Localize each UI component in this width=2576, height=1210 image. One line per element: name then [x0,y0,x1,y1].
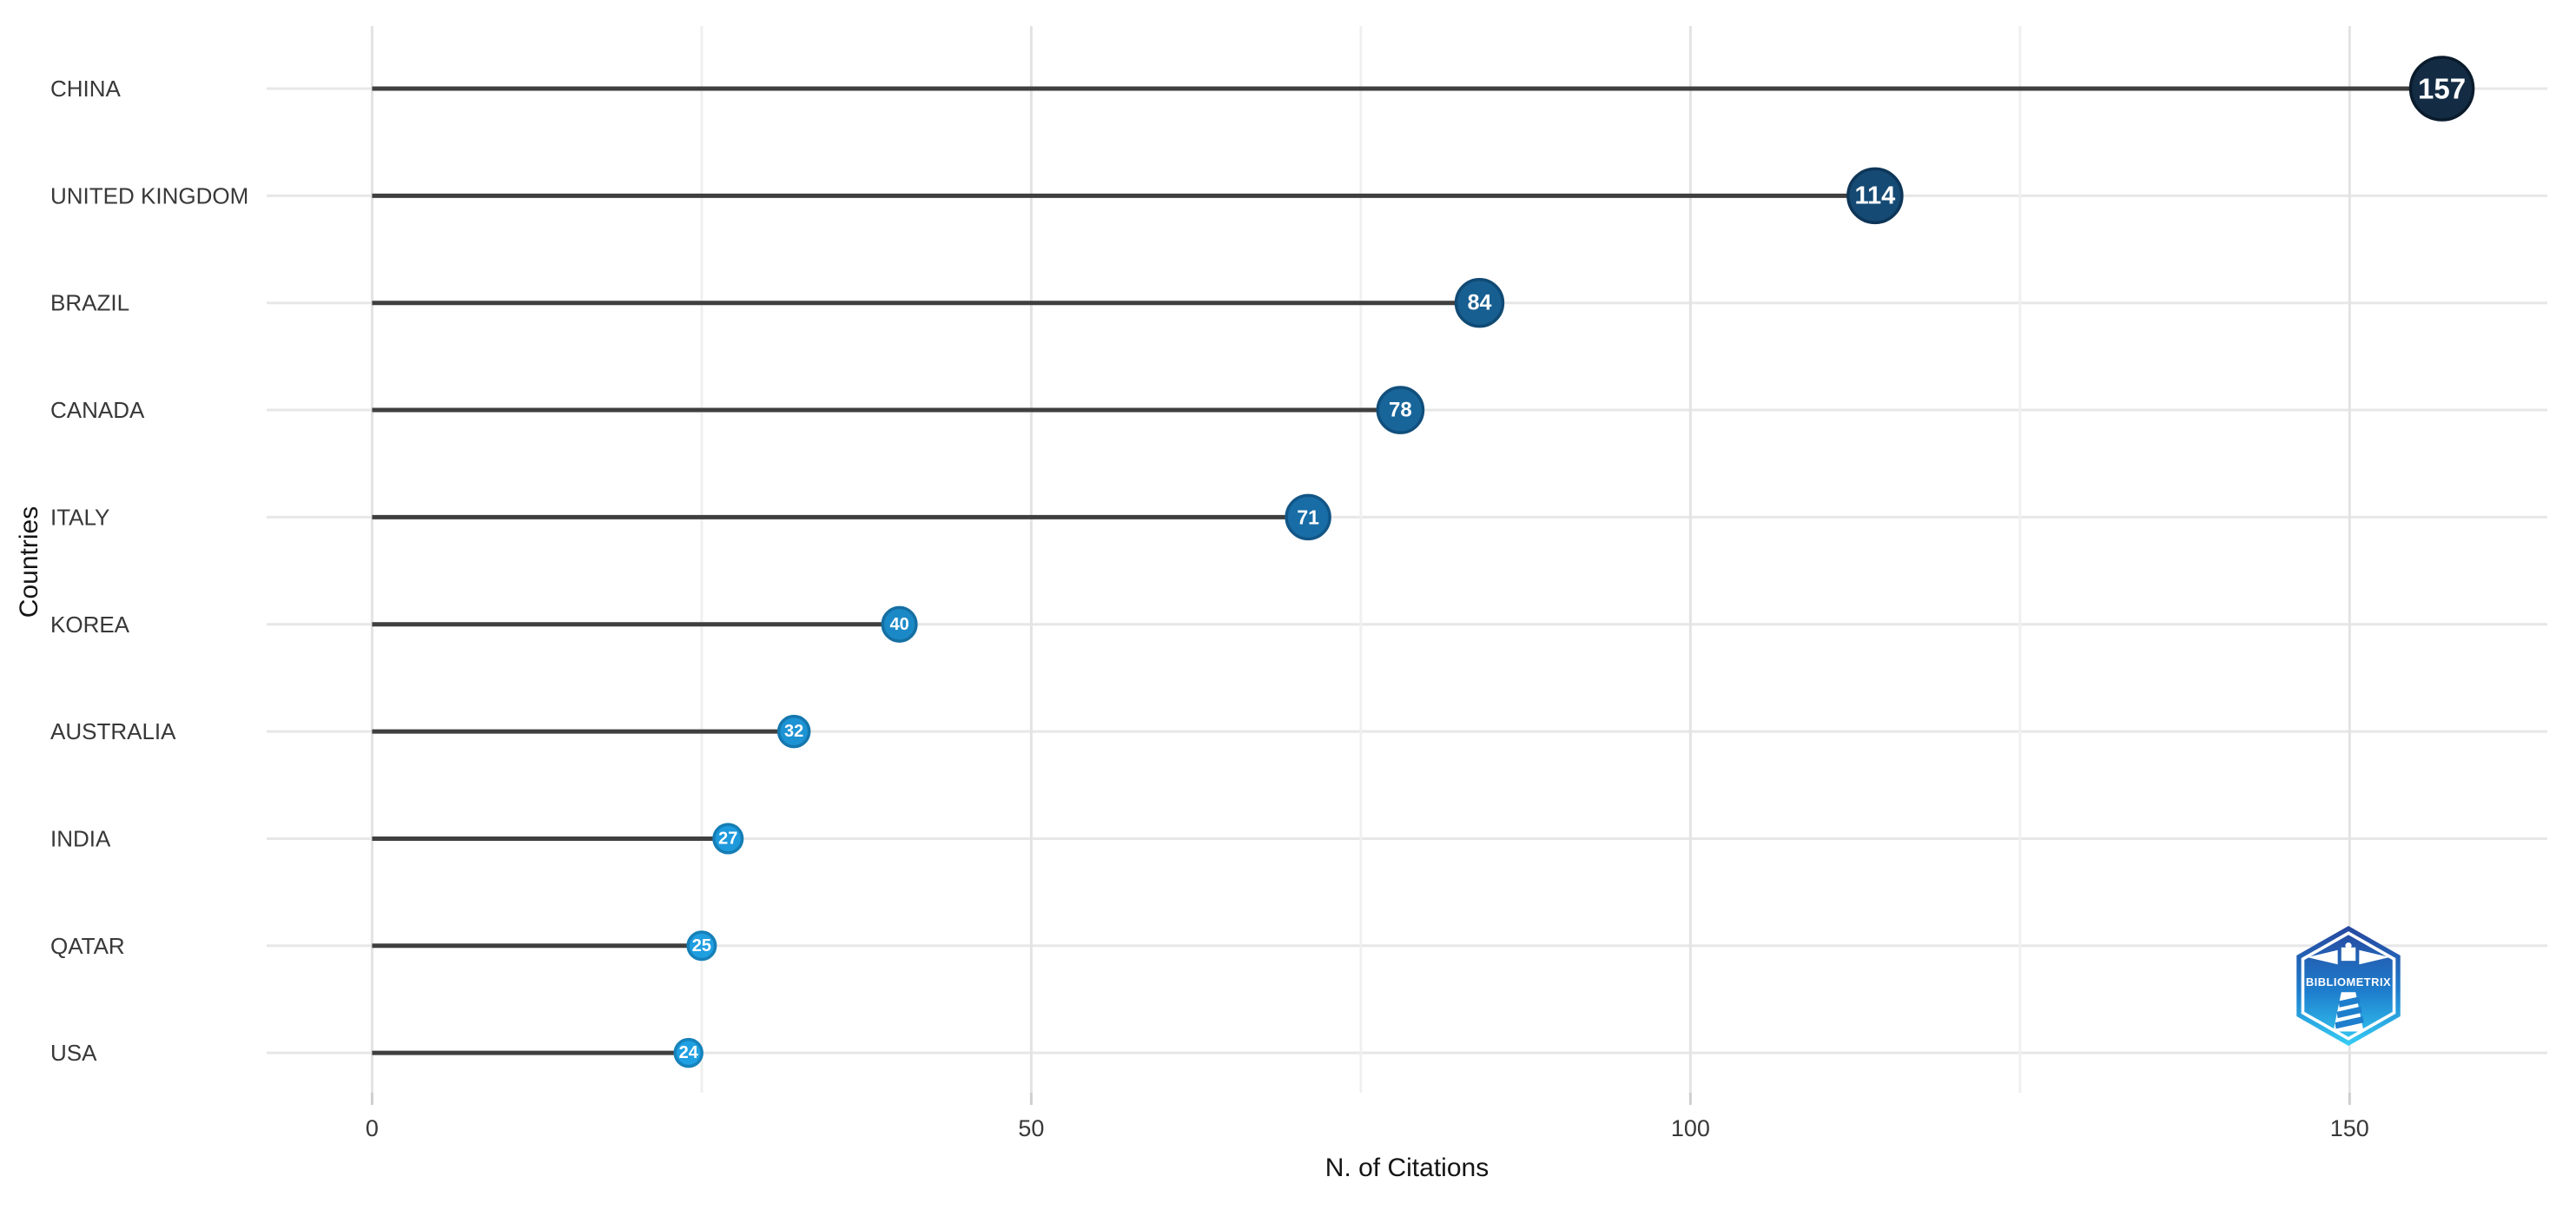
data-point-dot [673,1037,703,1068]
data-point-dot [2408,56,2475,122]
country-label: ITALY [50,504,109,530]
y-axis-title: Countries [15,506,43,618]
data-point-dot [1454,277,1505,328]
logo-wordmark: BIBLIOMETRIX [2306,975,2391,988]
country-label: KOREA [50,612,130,638]
data-point-dot [712,823,744,855]
data-point-dot [881,605,918,643]
lighthouse-icon [2307,942,2390,1032]
country-label: QATAR [50,933,125,959]
data-point-dot [1846,167,1904,225]
data-point-value-label: 32 [784,722,803,741]
bibliometrix-logo: BIBLIOMETRIX [2296,926,2401,1046]
country-label: CANADA [50,397,145,423]
data-point-value-label: 27 [718,829,737,848]
data-point-value-label: 78 [1389,399,1412,422]
data-point-value-label: 71 [1297,506,1319,528]
data-point-value-label: 24 [679,1043,699,1062]
data-point-dot [776,714,811,749]
country-label: UNITED KINGDOM [50,182,248,208]
data-point-value-label: 40 [889,615,908,634]
country-label: CHINA [50,76,122,102]
country-label: INDIA [50,825,111,851]
data-point-dot [1285,493,1331,541]
data-point-value-label: 114 [1854,182,1895,209]
data-point-value-label: 25 [692,936,711,955]
country-label: BRAZIL [50,290,129,316]
x-tick-label: 150 [2330,1115,2369,1141]
data-point-value-label: 84 [1468,291,1492,315]
country-label: USA [50,1040,97,1066]
x-tick-label: 0 [366,1115,379,1141]
data-point-dot [686,930,717,962]
data-point-value-label: 157 [2418,73,2466,105]
x-tick-label: 50 [1018,1115,1044,1141]
country-label: AUSTRALIA [50,718,176,744]
x-axis-title: N. of Citations [1324,1154,1489,1182]
x-tick-label: 100 [1671,1115,1710,1141]
logo-hexagon-inner-ring [2301,931,2396,1041]
data-point-dot [1376,386,1425,434]
